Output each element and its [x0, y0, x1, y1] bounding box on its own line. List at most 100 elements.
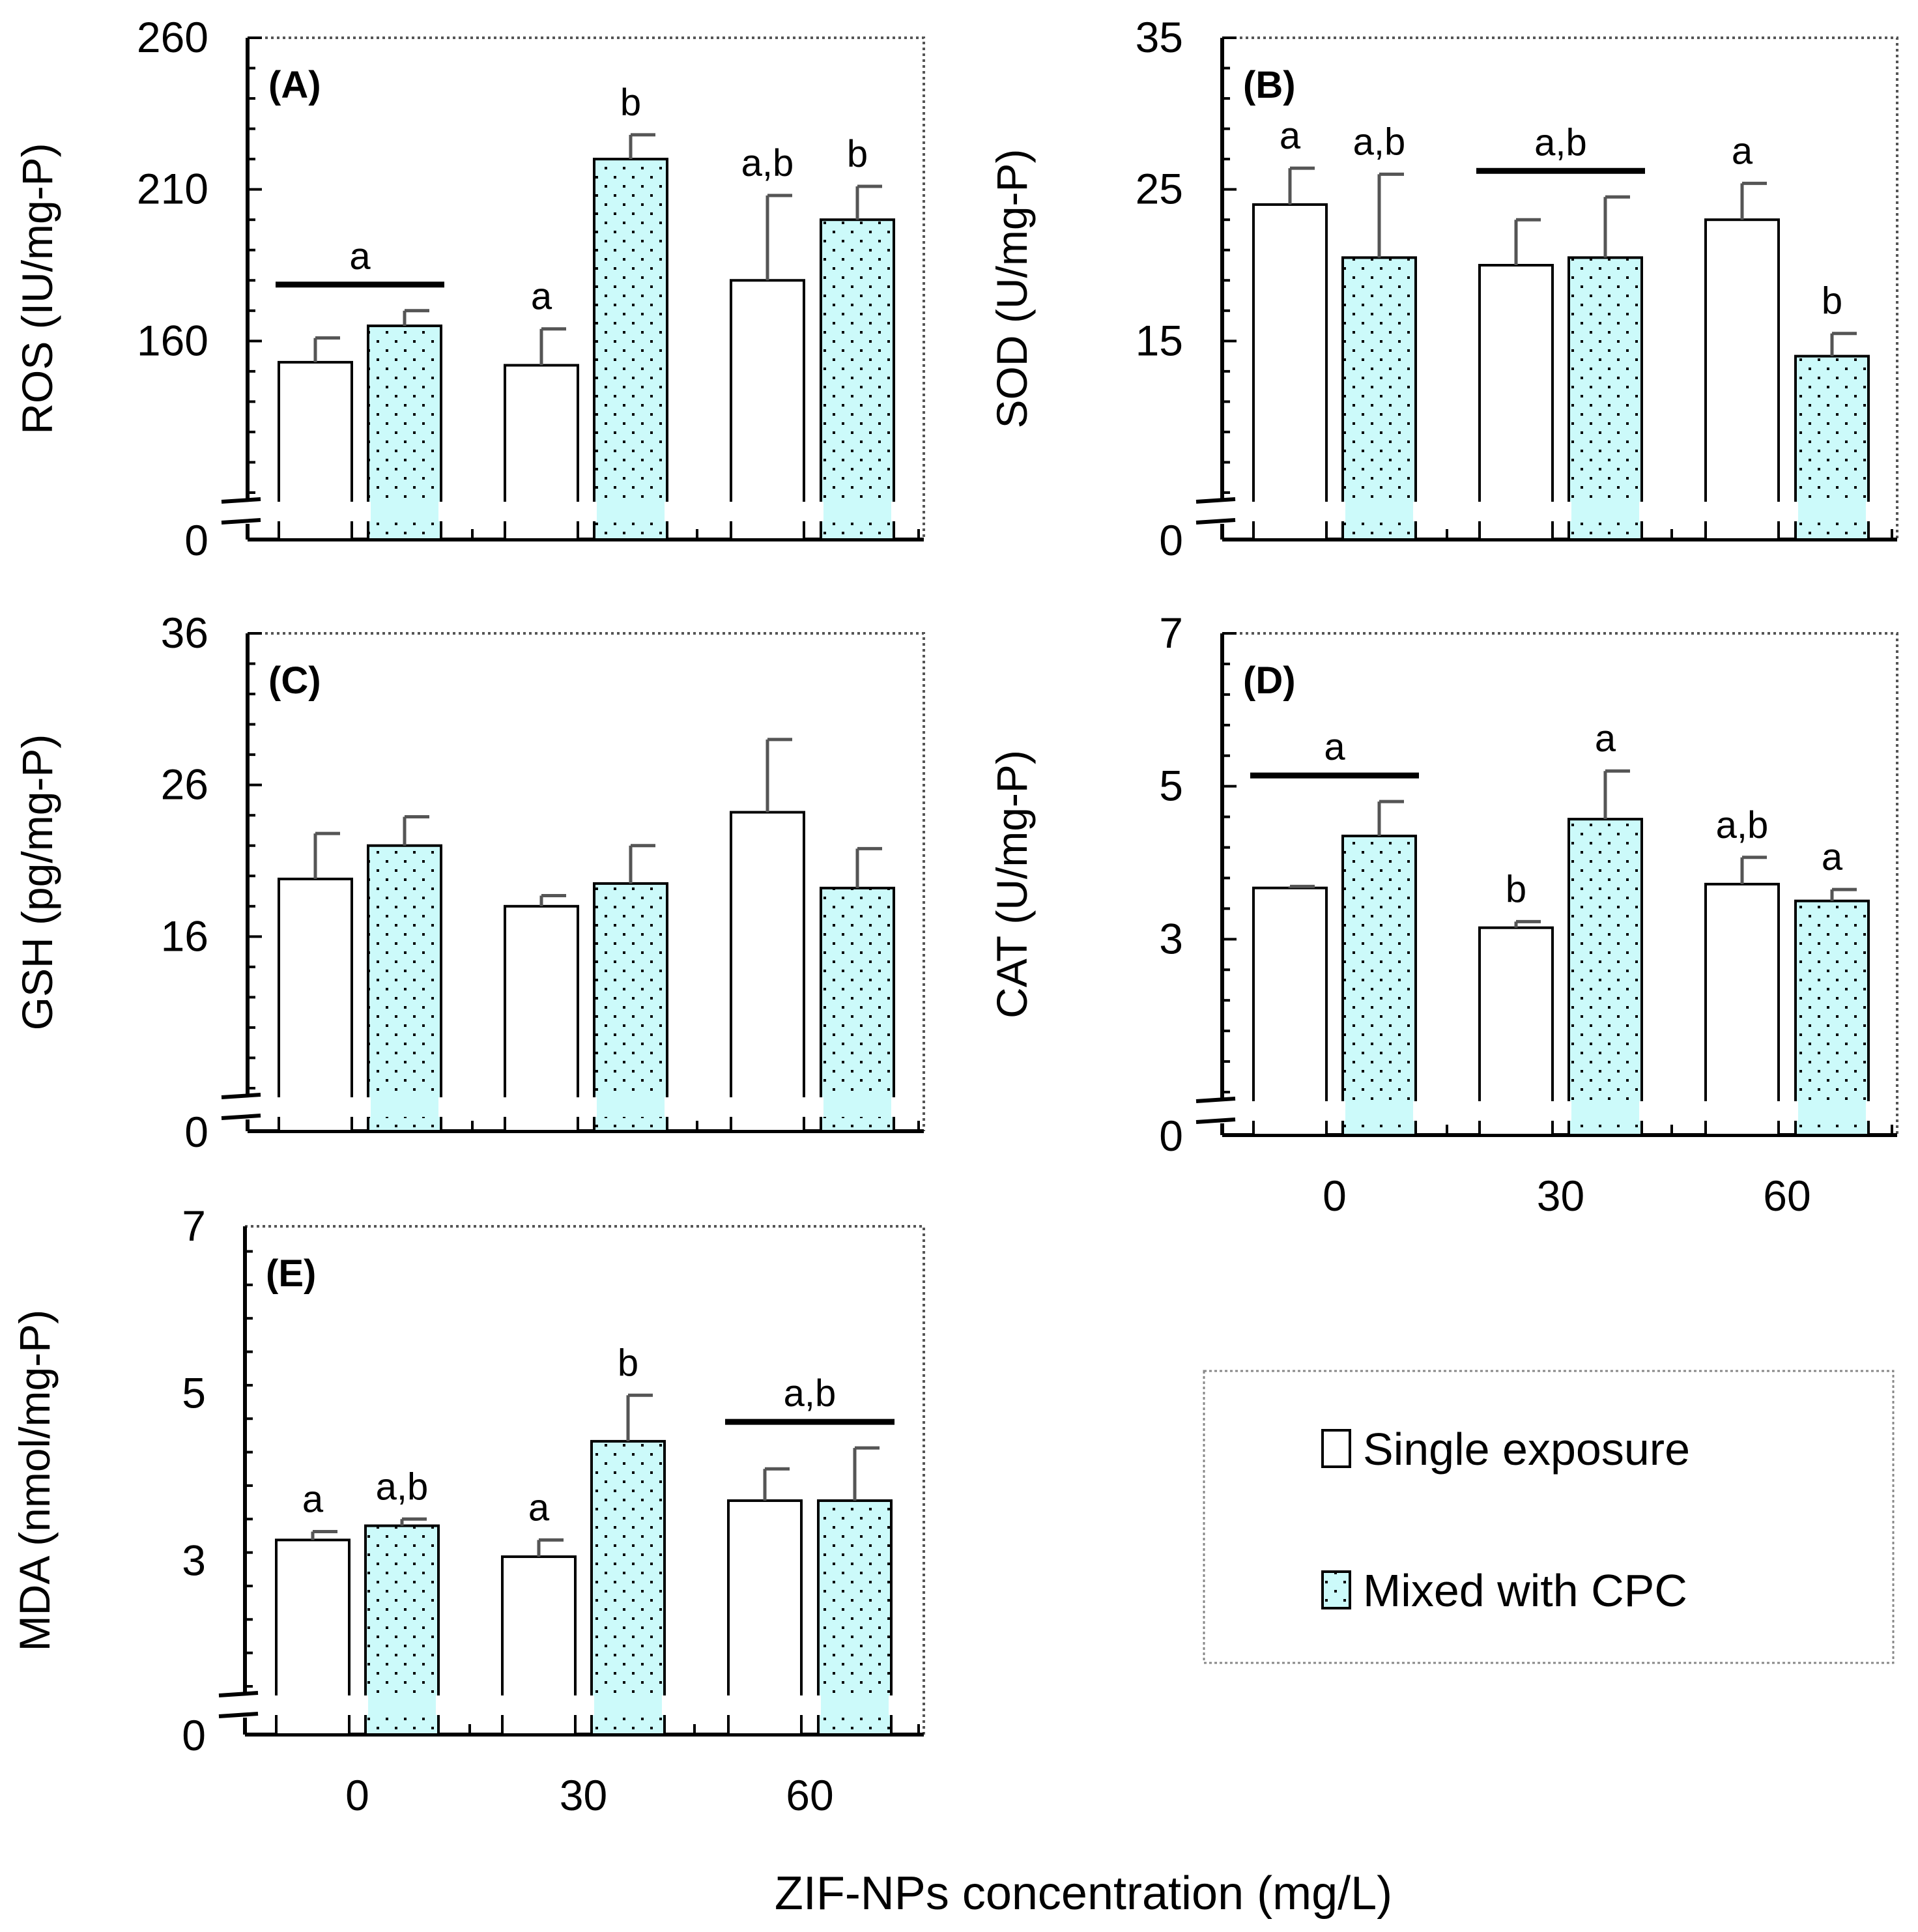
y-tick-label-zero: 0	[184, 1108, 208, 1156]
significance-letter: b	[1506, 868, 1526, 910]
significance-letter: b	[1822, 280, 1842, 323]
bar-break-edge	[1566, 1101, 1571, 1121]
significance-letter: a,b	[1353, 121, 1406, 163]
bar-break-edge	[1776, 502, 1781, 521]
bar-break-gap	[729, 502, 806, 521]
bar-mixed	[593, 882, 668, 1133]
x-tick-label: 30	[1537, 1172, 1584, 1220]
y-tick-label-zero: 0	[1159, 1112, 1183, 1160]
legend-box	[1203, 1370, 1895, 1664]
axis-break-mark	[1195, 497, 1236, 504]
y-tick-label: 16	[161, 912, 208, 960]
bar-break-edge	[1866, 1101, 1871, 1121]
bar-break-edge	[438, 502, 444, 521]
bar-break-edge	[801, 502, 807, 521]
bar-break-gap	[729, 1097, 806, 1117]
bar-mixed	[1794, 899, 1870, 1136]
bar-break-edge	[438, 1097, 444, 1117]
panel-label: (E)	[266, 1252, 316, 1295]
y-tick-label: 3	[1159, 914, 1183, 962]
bar-break-edge	[349, 1097, 354, 1117]
significance-letter: b	[618, 1342, 638, 1384]
bar-mixed	[367, 844, 442, 1132]
axis-break-mark	[1195, 518, 1236, 525]
bar-break-gap	[592, 502, 669, 521]
bar-break-gap	[277, 502, 354, 521]
bar-break-gap	[819, 1097, 896, 1117]
bar-single	[730, 279, 805, 541]
significance-letter: a	[1324, 726, 1345, 768]
bar-break-edge	[1477, 1101, 1482, 1121]
axis-break-mark	[1195, 1117, 1236, 1124]
bar-single	[1704, 882, 1780, 1137]
y-tick-label-zero: 0	[1159, 516, 1183, 564]
axis-break-mark	[221, 1114, 261, 1120]
bar-break-edge	[891, 502, 896, 521]
bar-break-edge	[1639, 502, 1644, 521]
bar-break-gap	[590, 1695, 666, 1715]
bar-break-gap	[1704, 1101, 1781, 1121]
x-tick-label: 60	[1763, 1172, 1811, 1220]
bar-single	[278, 877, 353, 1133]
axis-break-mark	[221, 1093, 261, 1099]
bar-break-edge	[363, 1695, 368, 1715]
bar-break-edge	[592, 1097, 597, 1117]
bar-break-edge	[276, 502, 281, 521]
significance-letter: a	[1822, 836, 1843, 878]
panel-label: (A)	[268, 64, 321, 106]
bar-mixed	[590, 1439, 666, 1736]
significance-letter: a,b	[1534, 121, 1587, 164]
bar-break-edge	[726, 1695, 731, 1715]
bar-break-edge	[665, 502, 670, 521]
y-tick-label: 260	[137, 13, 208, 61]
bar-single	[1704, 218, 1780, 541]
bar-break-edge	[818, 502, 823, 521]
bar-break-edge	[1793, 1101, 1798, 1121]
y-tick-label: 35	[1136, 13, 1183, 61]
x-axis-title: ZIF-NPs concentration (mg/L)	[775, 1867, 1392, 1920]
bar-break-edge	[1776, 1101, 1781, 1121]
y-tick-label: 15	[1136, 316, 1183, 364]
bar-break-edge	[662, 1695, 667, 1715]
axis-break-mark	[218, 1691, 259, 1697]
bar-single	[1252, 203, 1328, 541]
bar-mixed	[1567, 818, 1643, 1136]
y-tick-label: 210	[137, 165, 208, 213]
bar-break-edge	[1477, 502, 1482, 521]
y-tick-label: 5	[1159, 762, 1183, 810]
bar-break-edge	[1251, 1101, 1256, 1121]
bar-break-edge	[891, 1097, 896, 1117]
axis-break-mark	[221, 497, 261, 504]
panel-c: 16 26 36 0 GSH (pg/mg-P) (C)	[13, 609, 925, 1156]
panel-label: (D)	[1243, 659, 1296, 702]
bar-break-edge	[349, 502, 354, 521]
bar-break-gap	[1341, 1101, 1418, 1121]
significance-letter: a	[1595, 717, 1616, 760]
bar-single	[1478, 264, 1554, 541]
y-tick-label: 25	[1136, 165, 1183, 213]
bar-break-edge	[500, 1695, 505, 1715]
bar-break-edge	[1566, 502, 1571, 521]
bar-break-edge	[728, 1097, 734, 1117]
bar-break-edge	[436, 1695, 441, 1715]
significance-letter: a	[302, 1478, 324, 1521]
significance-letter: a	[528, 1486, 550, 1529]
x-tick-label: 60	[786, 1771, 833, 1819]
bar-break-edge	[1324, 502, 1329, 521]
y-axis-title: CAT (U/mg-P)	[988, 750, 1036, 1018]
bar-break-edge	[889, 1695, 894, 1715]
y-tick-label: 7	[1159, 609, 1183, 657]
bar-mixed	[820, 218, 895, 541]
bar-break-edge	[1866, 502, 1871, 521]
x-tick-label: 30	[560, 1771, 607, 1819]
bar-break-gap	[1341, 502, 1418, 521]
significance-letter: a	[1280, 115, 1301, 157]
bar-break-edge	[1413, 1101, 1418, 1121]
y-tick-label: 7	[182, 1202, 206, 1250]
bar-break-gap	[726, 1695, 803, 1715]
bar-break-edge	[274, 1695, 279, 1715]
significance-letter: b	[847, 133, 868, 175]
bar-break-edge	[1251, 502, 1256, 521]
panel-a: 160 210 260 0 ROS (IU/mg-P) (A) a a b a,b b	[13, 13, 925, 564]
